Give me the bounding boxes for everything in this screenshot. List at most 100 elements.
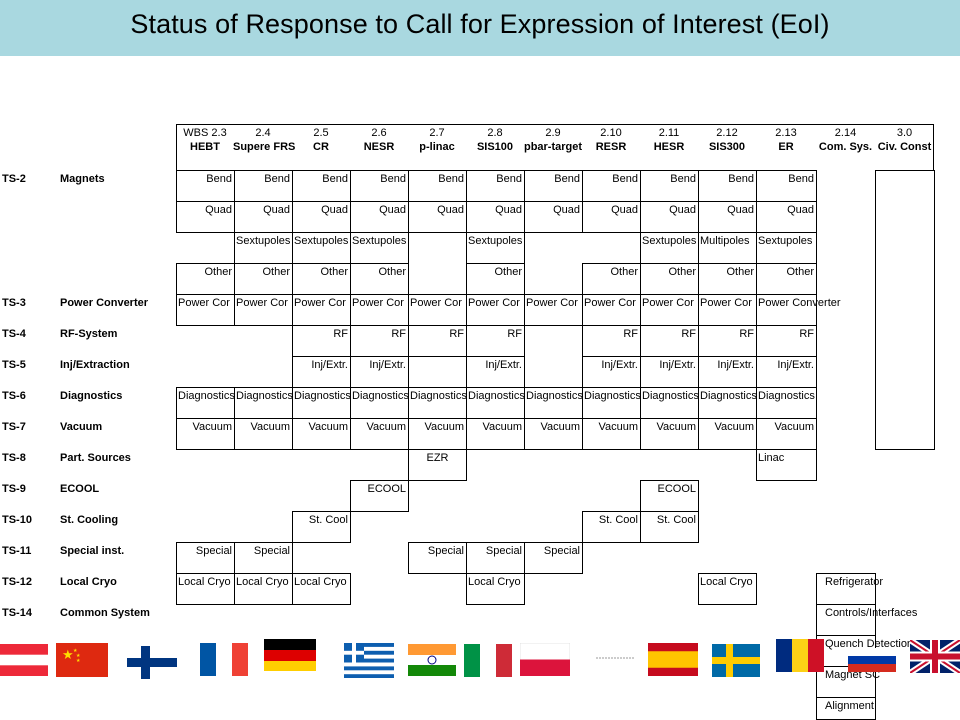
matrix-cell-label: St. Cool bbox=[308, 514, 348, 526]
svg-text:★: ★ bbox=[76, 653, 81, 659]
row-code: TS-2 bbox=[2, 173, 26, 185]
matrix-cell-power_short: Power Cor bbox=[234, 294, 293, 326]
row-name: Part. Sources bbox=[60, 452, 131, 464]
row-name: Inj/Extraction bbox=[60, 359, 130, 371]
matrix-cell-label: Quad bbox=[727, 204, 754, 216]
matrix-cell-label: Quad bbox=[611, 204, 638, 216]
matrix-cell-label: Local Cryo bbox=[468, 576, 521, 588]
matrix-cell-label: Vacuum bbox=[598, 421, 638, 433]
spain-flag bbox=[648, 643, 698, 676]
matrix-cell-label: Diagnostics bbox=[642, 390, 699, 402]
matrix-cell-label: Special bbox=[253, 545, 290, 557]
matrix-cell-label: Linac bbox=[758, 452, 785, 464]
france-flag bbox=[200, 643, 248, 676]
matrix-cell-label: Inj/Extr. bbox=[369, 359, 406, 371]
matrix-cell-label: Other bbox=[668, 266, 696, 278]
matrix-cell-power_short: Power Cor bbox=[176, 294, 235, 326]
matrix-cell-localcryo: Local Cryo bbox=[292, 573, 351, 605]
civ-const-box bbox=[875, 170, 935, 450]
matrix-cell-bend: Bend bbox=[466, 170, 525, 202]
matrix-cell-rf: RF bbox=[756, 325, 817, 357]
matrix-cell-label: Bend bbox=[264, 173, 290, 185]
matrix-cell-other: Other bbox=[698, 263, 757, 295]
matrix-cell-sextupoles: Sextupoles bbox=[466, 232, 525, 264]
common-system-item: Controls/Interfaces bbox=[816, 604, 917, 636]
matrix-cell-label: Inj/Extr. bbox=[311, 359, 348, 371]
matrix-cell-label: Vacuum bbox=[774, 421, 814, 433]
matrix-cell-label: Power Cor bbox=[352, 297, 404, 309]
matrix-cell-power_short: Power Cor bbox=[292, 294, 351, 326]
matrix-cell-label: Power Cor bbox=[468, 297, 520, 309]
matrix-cell-label: Bend bbox=[788, 173, 814, 185]
matrix-cell-quad: Quad bbox=[176, 201, 235, 233]
matrix-cell-rf: RF bbox=[408, 325, 467, 357]
matrix-cell-quad: Quad bbox=[640, 201, 699, 233]
finland-flag bbox=[127, 646, 177, 679]
header-code: WBS 2.3 bbox=[183, 127, 227, 139]
matrix-cell-label: Bend bbox=[322, 173, 348, 185]
matrix-cell-label: Diagnostics bbox=[700, 390, 757, 402]
matrix-cell-label: Vacuum bbox=[192, 421, 232, 433]
matrix-cell-label: Vacuum bbox=[308, 421, 348, 433]
header-name: ER bbox=[778, 141, 794, 153]
matrix-cell-localcryo: Local Cryo bbox=[466, 573, 525, 605]
matrix-cell-label: Vacuum bbox=[250, 421, 290, 433]
matrix-cell-localcryo: Local Cryo bbox=[698, 573, 757, 605]
matrix-cell-linac: Linac bbox=[756, 449, 817, 481]
matrix-cell-localcryo: Local Cryo bbox=[234, 573, 293, 605]
row-code: TS-6 bbox=[2, 390, 26, 402]
matrix-cell-vacuum: Vacuum bbox=[640, 418, 699, 450]
poland-flag bbox=[520, 643, 570, 676]
italy-flag bbox=[464, 644, 512, 677]
matrix-cell-label: Inj/Extr. bbox=[659, 359, 696, 371]
matrix-cell-bend: Bend bbox=[176, 170, 235, 202]
matrix-cell-power_short: Power Cor bbox=[640, 294, 699, 326]
matrix-cell-label: Special bbox=[485, 545, 522, 557]
row-code: TS-8 bbox=[2, 452, 26, 464]
common-system-label: Magnet SC bbox=[825, 669, 881, 681]
matrix-cell-label: Diagnostics bbox=[352, 390, 409, 402]
matrix-cell-injext: Inj/Extr. bbox=[350, 356, 409, 388]
matrix-cell-label: ECOOL bbox=[367, 483, 406, 495]
common-system-label: Refrigerator bbox=[825, 576, 884, 588]
matrix-cell-label: Other bbox=[786, 266, 814, 278]
matrix-cell-label: Quad bbox=[205, 204, 232, 216]
header-code: 2.9 bbox=[545, 127, 561, 139]
matrix-cell-label: Power Cor bbox=[410, 297, 462, 309]
matrix-cell-label: RF bbox=[391, 328, 406, 340]
row-code: TS-14 bbox=[2, 607, 32, 619]
matrix-cell-power_short: Power Cor bbox=[350, 294, 409, 326]
matrix-cell-injext: Inj/Extr. bbox=[698, 356, 757, 388]
matrix-cell-label: Bend bbox=[670, 173, 696, 185]
matrix-cell-vacuum: Vacuum bbox=[350, 418, 409, 450]
matrix-cell-label: Sextupoles bbox=[642, 235, 697, 247]
matrix-cell-label: Bend bbox=[206, 173, 232, 185]
romania-flag bbox=[776, 639, 824, 672]
matrix-cell-other: Other bbox=[756, 263, 817, 295]
row-name: Common System bbox=[60, 607, 150, 619]
matrix-cell-label: Bend bbox=[612, 173, 638, 185]
header-name: RESR bbox=[595, 141, 627, 153]
matrix-cell-label: Special bbox=[427, 545, 464, 557]
matrix-cell-rf: RF bbox=[698, 325, 757, 357]
matrix-cell-label: Quad bbox=[495, 204, 522, 216]
row-name: St. Cooling bbox=[60, 514, 119, 526]
matrix-cell-power_short: Power Cor bbox=[524, 294, 583, 326]
matrix-cell-label: Power Cor bbox=[294, 297, 346, 309]
russia-flag bbox=[848, 648, 896, 672]
matrix-cell-label: Local Cryo bbox=[236, 576, 289, 588]
greece-flag bbox=[344, 643, 394, 678]
matrix-cell-label: Other bbox=[204, 266, 232, 278]
matrix-cell-label: Vacuum bbox=[540, 421, 580, 433]
svg-text:★: ★ bbox=[62, 647, 74, 662]
row-code: TS-9 bbox=[2, 483, 26, 495]
india-flag bbox=[408, 644, 456, 676]
common-system-label: Quench Detection bbox=[825, 638, 914, 650]
header-code: 2.4 bbox=[255, 127, 271, 139]
uk-flag bbox=[910, 640, 960, 673]
matrix-cell-vacuum: Vacuum bbox=[582, 418, 641, 450]
matrix-cell-label: Diagnostics bbox=[294, 390, 351, 402]
matrix-cell-other: Other bbox=[176, 263, 235, 295]
